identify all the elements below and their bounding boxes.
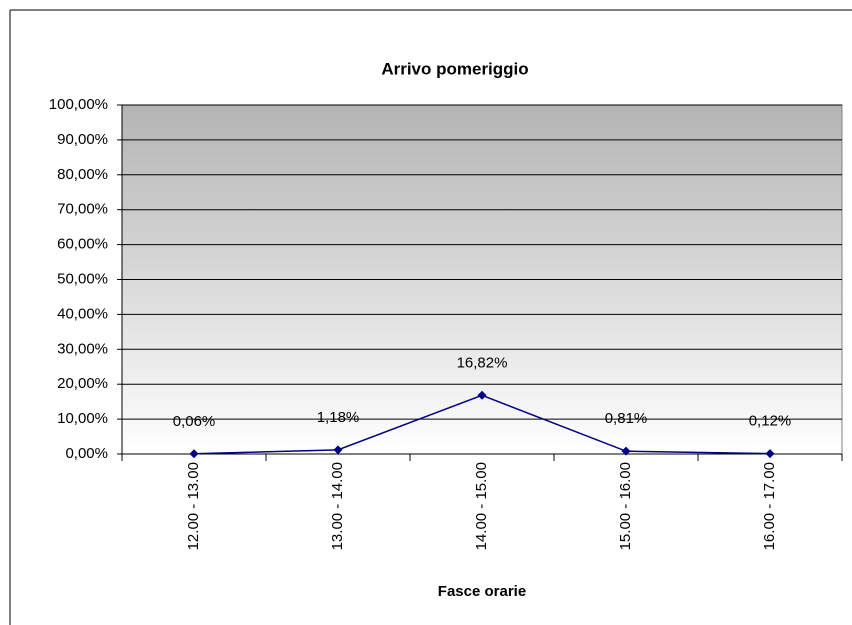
y-tick-label: 20,00% — [57, 375, 108, 392]
data-label: 16,82% — [457, 354, 508, 371]
data-label: 0,12% — [749, 413, 792, 430]
y-tick-label: 50,00% — [57, 270, 108, 287]
marker — [765, 449, 775, 459]
x-axis-label: Fasce orarie — [438, 583, 526, 600]
y-tick-label: 80,00% — [57, 166, 108, 183]
y-tick-label: 60,00% — [57, 236, 108, 253]
data-label: 1,18% — [317, 409, 360, 426]
data-label: 0,06% — [173, 413, 216, 430]
y-tick-label: 0,00% — [65, 445, 108, 462]
marker — [333, 445, 343, 455]
x-tick-label: 13.00 - 14.00 — [329, 462, 346, 550]
chart-title: Arrivo pomeriggio — [381, 59, 528, 78]
marker — [621, 446, 631, 456]
data-label: 0,81% — [605, 410, 648, 427]
y-tick-label: 90,00% — [57, 131, 108, 148]
y-tick-label: 100,00% — [49, 96, 108, 113]
y-tick-label: 10,00% — [57, 410, 108, 427]
y-tick-label: 40,00% — [57, 305, 108, 322]
y-tick-label: 30,00% — [57, 340, 108, 357]
marker — [189, 449, 199, 459]
y-tick-label: 70,00% — [57, 201, 108, 218]
x-tick-label: 12.00 - 13.00 — [185, 462, 202, 550]
x-tick-label: 16.00 - 17.00 — [761, 462, 778, 550]
marker — [477, 390, 487, 400]
x-tick-label: 14.00 - 15.00 — [473, 462, 490, 550]
x-tick-label: 15.00 - 16.00 — [617, 462, 634, 550]
